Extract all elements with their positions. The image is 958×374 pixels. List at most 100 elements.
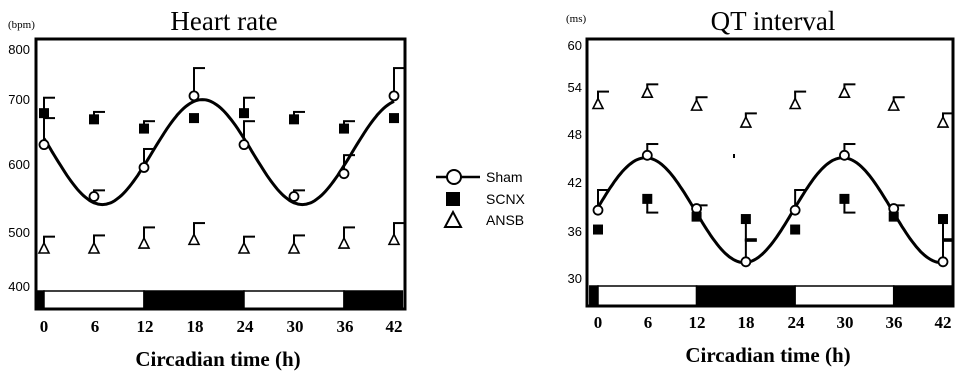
x-axis-label: Circadian time (h)	[685, 343, 850, 367]
light-phase-segment	[243, 290, 345, 310]
y-tick-label: 48	[568, 127, 582, 142]
ansb-point	[237, 241, 251, 254]
dark-phase-segment	[892, 285, 952, 307]
legend-label: ANSB	[486, 212, 524, 228]
x-tick-label: 24	[788, 313, 806, 332]
x-tick-label: 24	[237, 317, 255, 336]
x-tick-label: 36	[886, 313, 903, 332]
dark-phase-segment	[343, 290, 404, 310]
legend-item-scnx: SCNX	[446, 191, 526, 207]
sham-point	[238, 139, 250, 151]
fit-curve	[42, 98, 395, 207]
ansb-point	[936, 115, 950, 128]
scnx-point	[593, 224, 603, 235]
sham-point	[592, 204, 604, 216]
y-tick-label: 700	[8, 92, 30, 107]
fit-curve	[596, 156, 944, 265]
x-tick-label: 18	[738, 313, 755, 332]
sham-point	[288, 191, 300, 202]
data-marks	[37, 67, 405, 254]
scnx-point	[389, 113, 399, 124]
legend-item-ansb: ANSB	[443, 209, 524, 228]
ansb-point	[137, 236, 151, 249]
ansb-point	[640, 85, 654, 99]
ansb-point	[690, 98, 703, 111]
scnx-point	[938, 214, 948, 225]
scnx-point	[39, 108, 49, 119]
dark-phase-segment	[143, 290, 245, 310]
ansb-point	[887, 98, 901, 111]
y-tick-label: 30	[568, 271, 582, 286]
scnx-point	[642, 193, 653, 204]
y-unit-label: (bpm)	[8, 19, 35, 31]
x-tick-label: 6	[91, 317, 100, 336]
x-tick-label: 12	[137, 317, 154, 336]
x-tick-label: 30	[287, 317, 304, 336]
x-tick-label: 42	[935, 313, 952, 332]
sham-point	[188, 90, 200, 102]
y-tick-label: 500	[8, 225, 30, 240]
light-phase-segment	[794, 285, 895, 307]
legend-label: Sham	[486, 169, 523, 185]
qt-interval-panel: QT interval (ms) 60 54 48 42 36 30 0 6 1…	[566, 6, 955, 367]
ansb-point	[739, 115, 753, 128]
x-tick-label: 6	[644, 313, 653, 332]
x-tick-label: 36	[337, 317, 354, 336]
dark-phase-segment	[695, 285, 796, 307]
light-phase-segment	[43, 290, 145, 310]
plot-frame	[585, 37, 955, 308]
scnx-point	[339, 123, 349, 134]
open-circle-icon	[446, 169, 462, 185]
chart-title: Heart rate	[170, 6, 277, 36]
y-tick-label: 36	[568, 224, 582, 239]
scnx-point	[839, 193, 850, 204]
y-axis: 60 54 48 42 36 30	[568, 38, 582, 286]
sham-point	[88, 191, 100, 202]
data-marks	[591, 83, 954, 268]
heart-rate-panel: Heart rate (bpm) 800 700 600 500 400 0 6…	[8, 6, 407, 371]
y-tick-label: 800	[8, 42, 30, 57]
sham-point	[138, 162, 150, 173]
open-triangle-icon	[443, 209, 463, 228]
y-tick-label: 400	[8, 279, 30, 294]
chart-title: QT interval	[711, 6, 836, 36]
sham-point	[740, 256, 752, 268]
x-axis: 0 6 12 18 24 30 36 42	[40, 317, 403, 336]
ansb-point	[87, 241, 101, 254]
x-tick-label: 0	[594, 313, 603, 332]
x-tick-label: 18	[187, 317, 204, 336]
x-tick-label: 42	[386, 317, 403, 336]
light-phase-segment	[597, 285, 698, 307]
scnx-point	[139, 123, 149, 134]
x-axis: 0 6 12 18 24 30 36 42	[594, 313, 952, 332]
sham-point	[839, 149, 850, 161]
ansb-point	[337, 236, 351, 249]
sham-point	[338, 168, 350, 180]
scnx-point	[790, 224, 801, 235]
ansb-point	[788, 96, 802, 110]
scnx-point	[239, 108, 249, 119]
x-axis-label: Circadian time (h)	[135, 347, 300, 371]
sham-point	[789, 204, 801, 216]
light-dark-bar	[589, 285, 952, 307]
x-tick-label: 30	[837, 313, 854, 332]
filled-square-icon	[446, 192, 460, 206]
y-tick-label: 54	[568, 80, 582, 95]
y-axis: 800 700 600 500 400	[8, 42, 30, 294]
y-tick-label: 600	[8, 157, 30, 172]
stray-mark	[733, 154, 735, 158]
y-tick-label: 60	[568, 38, 582, 53]
x-tick-label: 0	[40, 317, 49, 336]
scnx-point	[89, 114, 99, 125]
scnx-point	[691, 211, 702, 222]
plot-frame	[34, 37, 407, 311]
sham-point	[641, 149, 653, 161]
sham-point	[388, 90, 400, 102]
sham-point	[937, 256, 949, 268]
scnx-point	[888, 211, 899, 222]
y-unit-label: (ms)	[566, 13, 587, 25]
light-dark-bar	[35, 290, 404, 310]
scnx-point	[189, 113, 199, 124]
legend: Sham SCNX ANSB	[436, 169, 526, 228]
